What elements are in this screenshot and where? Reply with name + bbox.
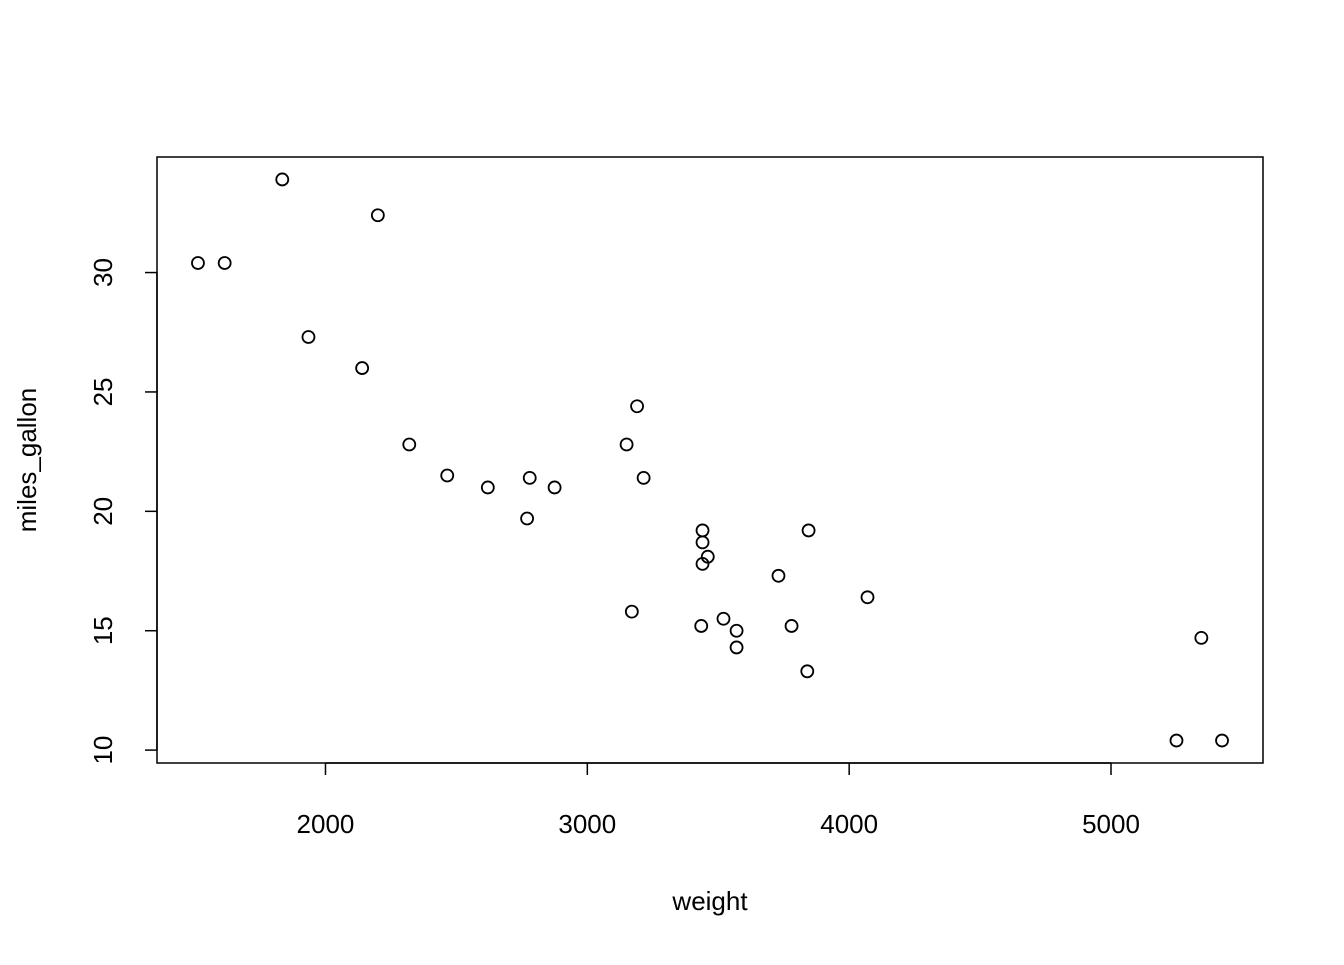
y-tick-label: 15 bbox=[88, 616, 118, 645]
point bbox=[636, 471, 651, 485]
x-tick-label: 2000 bbox=[297, 809, 355, 839]
point bbox=[1194, 630, 1209, 645]
point bbox=[729, 623, 744, 638]
point bbox=[1169, 733, 1184, 748]
x-tick-label: 4000 bbox=[820, 809, 878, 839]
point bbox=[520, 511, 535, 526]
point bbox=[301, 330, 316, 344]
point bbox=[275, 172, 290, 187]
x-tick-label: 3000 bbox=[558, 809, 616, 839]
point bbox=[619, 437, 634, 452]
point bbox=[729, 640, 744, 655]
point bbox=[624, 604, 639, 619]
point bbox=[630, 399, 644, 414]
point bbox=[480, 480, 495, 495]
point bbox=[522, 471, 537, 485]
point bbox=[695, 556, 710, 571]
point bbox=[402, 437, 417, 452]
point bbox=[695, 523, 710, 538]
x-tick-label: 5000 bbox=[1082, 809, 1140, 839]
point bbox=[695, 535, 710, 550]
y-axis-label: miles_gallon bbox=[12, 388, 42, 533]
point bbox=[801, 523, 816, 538]
plot-box bbox=[156, 156, 1264, 764]
y-tick-label: 30 bbox=[88, 258, 118, 287]
point bbox=[800, 664, 815, 679]
point bbox=[217, 256, 232, 270]
point bbox=[1215, 733, 1229, 748]
point bbox=[355, 361, 370, 375]
point bbox=[860, 590, 875, 605]
point bbox=[440, 468, 455, 483]
x-axis-label: weight bbox=[671, 886, 748, 916]
point bbox=[370, 208, 385, 223]
point bbox=[191, 256, 205, 270]
point bbox=[547, 480, 562, 495]
y-tick-label: 10 bbox=[88, 736, 118, 765]
y-tick-label: 20 bbox=[88, 497, 118, 526]
point bbox=[771, 568, 786, 583]
point bbox=[694, 619, 709, 633]
point bbox=[784, 619, 799, 633]
y-tick-label: 25 bbox=[88, 377, 118, 406]
point bbox=[716, 611, 731, 626]
